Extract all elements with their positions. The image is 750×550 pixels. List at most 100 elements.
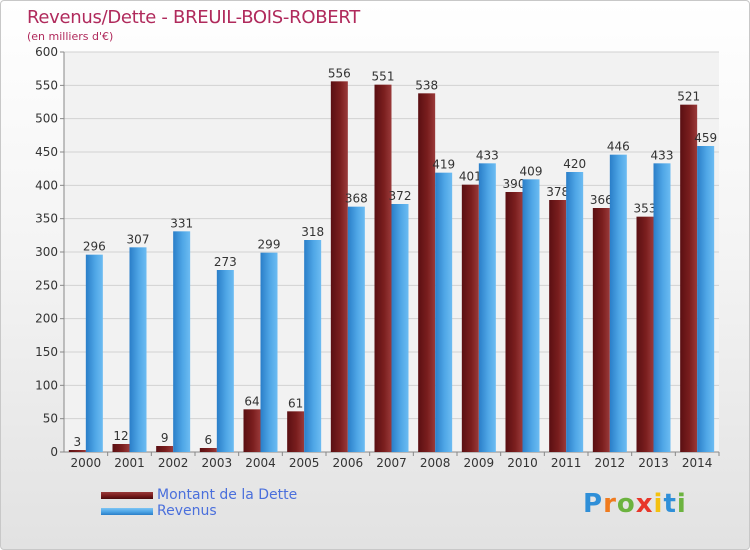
bar-debt [418,93,436,452]
x-tick-label: 2000 [71,456,102,470]
bar-debt [636,216,654,452]
x-tick-label: 2014 [682,456,713,470]
bar-debt [199,448,217,452]
bar-revenue [435,172,453,452]
x-tick-label: 2010 [507,456,538,470]
y-tick-label: 100 [35,378,58,392]
chart-subtitle: (en milliers d'€) [27,30,114,43]
data-label-revenue: 409 [520,164,543,178]
bar-revenue [129,247,147,452]
bar-debt [287,411,305,452]
x-tick-label: 2005 [289,456,320,470]
x-tick-label: 2008 [420,456,451,470]
data-label-revenue: 372 [389,189,412,203]
y-tick-label: 400 [35,178,58,192]
x-tick-label: 2006 [333,456,364,470]
data-label-debt: 61 [288,396,303,410]
bar-revenue [85,254,103,452]
y-tick-label: 600 [35,45,58,59]
y-tick-label: 350 [35,212,58,226]
data-label-debt: 366 [590,193,613,207]
bar-debt [549,200,567,452]
bar-debt [461,184,479,452]
legend: Montant de la Dette Revenus [101,487,297,519]
data-label-revenue: 419 [432,158,455,172]
data-label-revenue: 307 [127,232,150,246]
x-tick-label: 2009 [464,456,495,470]
data-label-debt: 556 [328,66,351,80]
y-tick-label: 450 [35,145,58,159]
logo-letter: x [635,489,654,519]
data-label-revenue: 273 [214,255,237,269]
bar-debt [374,84,392,453]
x-tick-label: 2011 [551,456,582,470]
data-label-revenue: 420 [563,157,586,171]
proxiti-logo: Proxiti [583,489,687,519]
data-label-revenue: 296 [83,240,106,254]
data-label-debt: 9 [161,431,169,445]
data-label-debt: 64 [244,394,259,408]
bar-debt [592,208,610,452]
data-label-debt: 378 [546,185,569,199]
y-tick-label: 150 [35,345,58,359]
x-tick-label: 2012 [595,456,626,470]
data-label-debt: 551 [372,70,395,84]
data-label-revenue: 331 [170,216,193,230]
bar-revenue [609,154,627,452]
y-tick-label: 200 [35,312,58,326]
data-label-debt: 390 [503,177,526,191]
y-tick-label: 250 [35,278,58,292]
data-label-revenue: 433 [651,148,674,162]
data-label-debt: 521 [677,90,700,104]
logo-letter: t [663,489,677,519]
bar-revenue [566,172,584,452]
bar-revenue [478,163,496,453]
y-tick-label: 550 [35,78,58,92]
x-tick-label: 2003 [202,456,233,470]
bar-revenue [347,206,365,452]
x-tick-label: 2002 [158,456,189,470]
x-tick-label: 2001 [114,456,145,470]
bar-revenue [260,252,278,452]
legend-item-debt: Montant de la Dette [101,487,297,503]
bar-revenue [653,163,671,453]
legend-item-revenue: Revenus [101,503,297,519]
bar-revenue [304,240,322,452]
bar-debt [112,444,130,452]
x-tick-label: 2007 [376,456,407,470]
y-tick-label: 500 [35,112,58,126]
logo-letter: r [603,489,617,519]
y-tick-label: 0 [50,445,58,459]
logo-letter: P [583,489,604,519]
data-label-debt: 3 [74,435,82,449]
legend-swatch-revenue [101,507,153,515]
data-label-debt: 12 [113,429,128,443]
bar-debt [330,81,348,452]
logo-letter: i [676,489,687,519]
chart-title: Revenus/Dette - BREUIL-BOIS-ROBERT [27,7,360,28]
bar-revenue [173,231,191,452]
bar-revenue [216,270,234,452]
data-label-debt: 6 [205,433,213,447]
bar-debt [156,446,174,452]
bar-debt [505,192,523,452]
bar-revenue [522,179,540,453]
data-label-revenue: 368 [345,192,368,206]
data-label-revenue: 299 [258,238,281,252]
bar-revenue [391,204,409,452]
bar-debt [243,409,261,452]
x-tick-label: 2013 [638,456,669,470]
logo-letter: i [653,489,664,519]
data-label-revenue: 459 [694,131,717,145]
y-tick-label: 50 [43,412,58,426]
legend-label-debt: Montant de la Dette [157,487,298,503]
data-label-debt: 353 [634,202,657,216]
data-label-debt: 538 [415,78,438,92]
bar-revenue [697,146,715,452]
logo-letter: o [616,489,636,519]
bar-debt [68,450,86,452]
bar-debt [680,104,698,453]
data-label-revenue: 433 [476,148,499,162]
x-tick-label: 2004 [245,456,276,470]
